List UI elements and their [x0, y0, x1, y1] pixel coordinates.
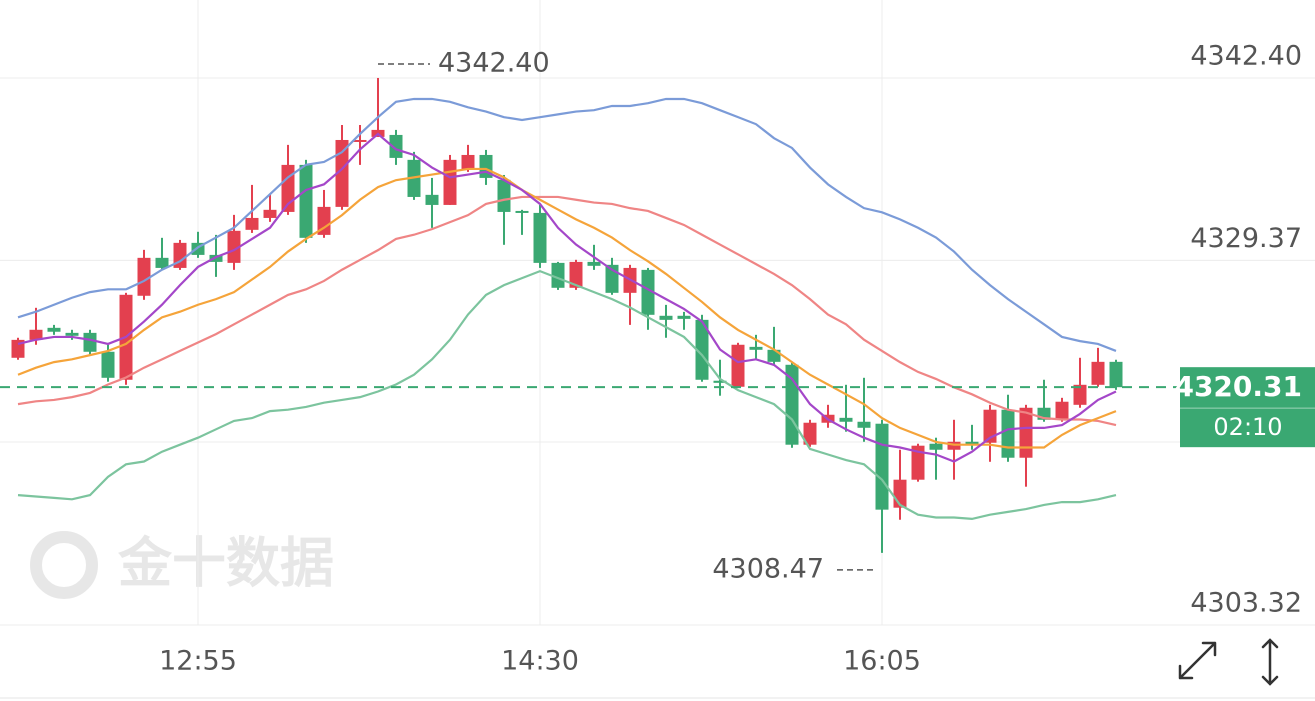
candle-body — [1001, 409, 1015, 458]
candle-body — [911, 445, 925, 480]
candle-body — [587, 261, 601, 266]
candle-body — [299, 164, 313, 238]
candle-body — [209, 254, 223, 262]
candle-body — [839, 417, 853, 422]
candle-body — [47, 327, 61, 332]
indicator-line — [17, 195, 1117, 427]
candle-body — [731, 344, 745, 387]
candle-body — [983, 409, 997, 443]
x-tick-label: 16:05 — [843, 646, 921, 677]
high-label: 4342.40 — [438, 47, 550, 78]
indicator-line — [17, 167, 1117, 449]
candle-body — [425, 194, 439, 205]
candle-body — [1109, 361, 1123, 388]
expand-icon[interactable] — [1178, 641, 1217, 680]
candle-body — [1073, 384, 1087, 405]
candle-body — [533, 212, 547, 263]
candle-body — [11, 339, 25, 358]
candle-body — [749, 346, 763, 350]
candle-body — [335, 139, 349, 207]
indicator-line — [17, 269, 1117, 521]
candle-body — [443, 159, 457, 205]
countdown-label: 02:10 — [1213, 413, 1282, 441]
candle-body — [389, 134, 403, 158]
indicator-line — [17, 97, 1117, 352]
candle-body — [695, 319, 709, 380]
candle-body — [155, 257, 169, 268]
candle-body — [569, 261, 583, 288]
scale-arrows[interactable] — [1261, 638, 1279, 686]
candle-body — [461, 154, 475, 170]
candle-body — [875, 423, 889, 510]
watermark-text: 金十数据 — [117, 532, 334, 595]
candle-body — [551, 262, 565, 288]
candle-body — [317, 206, 331, 235]
candle-body — [1055, 401, 1069, 420]
candle-body — [137, 257, 151, 296]
current-price-label: 4320.31 — [1174, 370, 1302, 403]
candle-body — [497, 179, 511, 212]
candle-body — [353, 139, 367, 142]
low-label: 4308.47 — [712, 553, 824, 584]
x-tick-label: 12:55 — [159, 646, 237, 677]
watermark: 金十数据 — [30, 531, 334, 599]
candle-body — [1091, 361, 1105, 385]
candle-body — [245, 217, 259, 230]
expand-arrows[interactable] — [1178, 641, 1217, 680]
y-tick-label: 4342.40 — [1190, 40, 1302, 71]
candle-body — [929, 443, 943, 450]
candle-body — [83, 332, 97, 352]
watermark-logo — [30, 531, 98, 599]
current-price-box — [1180, 367, 1315, 448]
candle-body — [677, 315, 691, 319]
candle-body — [713, 380, 727, 383]
y-tick-label: 4329.37 — [1190, 223, 1302, 254]
indicator-line — [17, 132, 1117, 463]
candle-body — [803, 422, 817, 445]
candle-body — [515, 210, 529, 213]
candle-body — [965, 441, 979, 445]
scale-icon[interactable] — [1261, 638, 1279, 686]
candle-body — [101, 351, 115, 378]
candle-body — [65, 332, 79, 336]
y-tick-label: 4303.32 — [1190, 588, 1302, 619]
candle-body — [227, 230, 241, 263]
candle-body — [1019, 407, 1033, 458]
candle-body — [659, 315, 673, 320]
candle-body — [29, 329, 43, 340]
candle-body — [857, 421, 871, 428]
x-tick-label: 14:30 — [501, 646, 579, 677]
candle-body — [263, 209, 277, 218]
candle-body — [641, 269, 655, 315]
